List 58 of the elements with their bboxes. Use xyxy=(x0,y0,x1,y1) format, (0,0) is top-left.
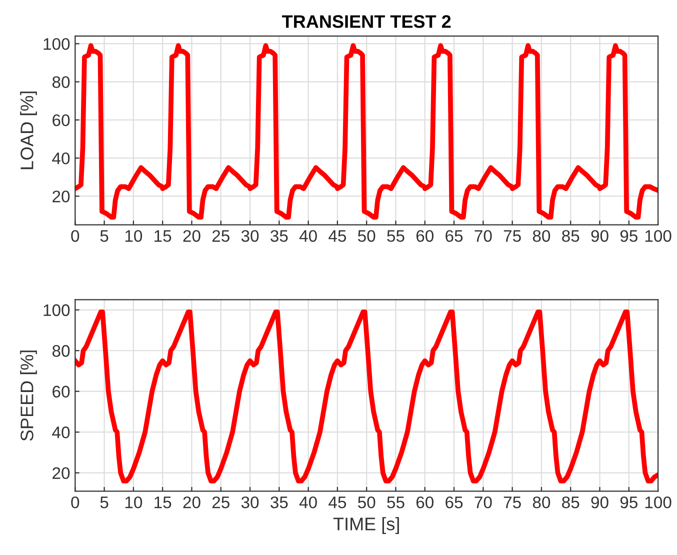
x-tick-label: 85 xyxy=(562,230,580,242)
x-tick-label: 20 xyxy=(183,230,200,242)
x-tick-label: 40 xyxy=(299,230,317,242)
x-tick-label: 5 xyxy=(100,496,108,508)
x-tick-label: 45 xyxy=(328,496,346,508)
x-tick-label: 95 xyxy=(620,230,638,242)
y-tick-label: 80 xyxy=(52,76,70,88)
x-tick-label: 0 xyxy=(71,230,80,242)
y-tick-label: 60 xyxy=(52,114,70,126)
y-tick-label: 20 xyxy=(52,190,70,202)
x-tick-label: 100 xyxy=(645,496,672,508)
x-tick-label: 0 xyxy=(71,496,80,508)
y-tick-label: 20 xyxy=(52,467,70,480)
y-tick-label: 40 xyxy=(52,152,70,164)
x-tick-label: 65 xyxy=(446,230,463,242)
x-tick-label: 10 xyxy=(125,496,142,508)
x-tick-label: 55 xyxy=(387,496,404,508)
x-tick-label: 100 xyxy=(645,230,672,242)
x-tick-label: 20 xyxy=(183,496,200,508)
x-tick-label: 25 xyxy=(212,230,230,242)
x-tick-label: 15 xyxy=(154,230,172,242)
y-axis-title: SPEED [%] xyxy=(20,350,37,441)
y-tick-label: 60 xyxy=(52,386,70,398)
x-tick-label: 80 xyxy=(532,230,550,242)
x-tick-label: 80 xyxy=(532,496,550,508)
x-tick-label: 70 xyxy=(474,230,492,242)
x-tick-label: 50 xyxy=(358,496,376,508)
y-tick-label: 100 xyxy=(44,304,70,316)
line-series xyxy=(75,309,658,484)
x-tick-label: 70 xyxy=(474,496,492,508)
y-tick-label: 40 xyxy=(52,426,70,438)
x-tick-label: 65 xyxy=(446,496,463,508)
x-tick-label: 85 xyxy=(562,496,580,508)
y-tick-label: 80 xyxy=(52,345,70,357)
x-tick-label: 90 xyxy=(591,496,608,508)
x-axis-title: TIME [s] xyxy=(333,517,399,534)
x-tick-label: 15 xyxy=(154,496,172,508)
x-tick-label: 5 xyxy=(100,230,108,242)
x-tick-label: 75 xyxy=(504,230,521,242)
x-tick-label: 60 xyxy=(416,230,434,242)
x-tick-label: 95 xyxy=(620,496,638,508)
x-tick-label: 35 xyxy=(270,496,288,508)
y-axis-title: LOAD [%] xyxy=(20,92,37,170)
x-tick-label: 45 xyxy=(328,230,346,242)
x-tick-label: 55 xyxy=(387,230,404,242)
chart-title: TRANSIENT TEST 2 xyxy=(282,15,451,28)
x-tick-label: 25 xyxy=(212,496,230,508)
x-tick-label: 40 xyxy=(299,496,317,508)
x-tick-label: 60 xyxy=(416,496,434,508)
x-tick-label: 90 xyxy=(591,230,608,242)
x-tick-label: 35 xyxy=(270,230,288,242)
x-tick-label: 75 xyxy=(504,496,521,508)
y-tick-label: 100 xyxy=(44,38,70,50)
x-tick-label: 30 xyxy=(241,496,259,508)
x-tick-label: 50 xyxy=(358,230,376,242)
x-tick-label: 10 xyxy=(125,230,142,242)
x-tick-label: 30 xyxy=(241,230,259,242)
line-series xyxy=(75,43,658,220)
